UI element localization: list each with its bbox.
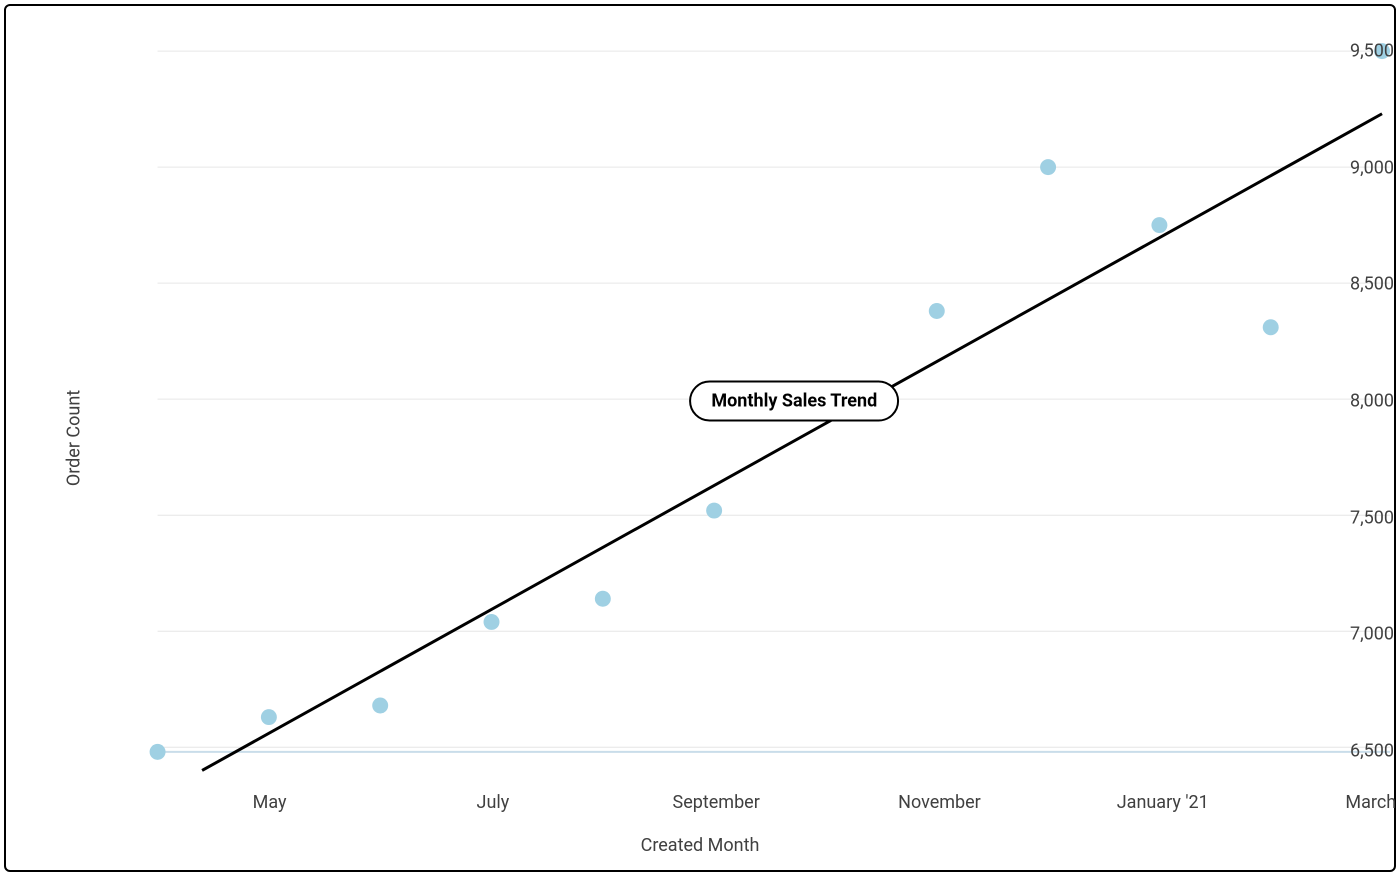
x-tick-label: November	[898, 792, 981, 813]
y-tick-label: 9,000	[1264, 157, 1394, 178]
x-tick-label: January '21	[1117, 792, 1209, 813]
data-point[interactable]	[1040, 159, 1056, 175]
y-tick-label: 9,500	[1264, 41, 1394, 62]
y-tick-label: 8,500	[1264, 274, 1394, 295]
chart-plot	[6, 6, 1394, 870]
x-tick-label: September	[673, 792, 760, 813]
x-tick-label: July	[477, 792, 510, 813]
y-tick-label: 8,000	[1264, 391, 1394, 412]
trend-annotation-label: Monthly Sales Trend	[711, 391, 877, 412]
trend-annotation-pill: Monthly Sales Trend	[689, 381, 899, 422]
data-point[interactable]	[706, 503, 722, 519]
x-tick-label: May	[253, 792, 287, 813]
data-point[interactable]	[1151, 217, 1167, 233]
x-tick-label: March	[1345, 792, 1396, 813]
trendline-line	[202, 114, 1382, 771]
chart-frame: Order Count Created Month 6,5007,0007,50…	[4, 4, 1396, 872]
y-tick-label: 7,000	[1264, 624, 1394, 645]
data-point[interactable]	[1263, 319, 1279, 335]
trendline	[202, 114, 1382, 771]
data-point[interactable]	[484, 614, 500, 630]
data-point[interactable]	[372, 698, 388, 714]
data-point[interactable]	[261, 709, 277, 725]
y-tick-label: 6,500	[1264, 740, 1394, 761]
data-point[interactable]	[150, 744, 166, 760]
data-point[interactable]	[929, 303, 945, 319]
data-point[interactable]	[595, 591, 611, 607]
y-tick-label: 7,500	[1264, 507, 1394, 528]
